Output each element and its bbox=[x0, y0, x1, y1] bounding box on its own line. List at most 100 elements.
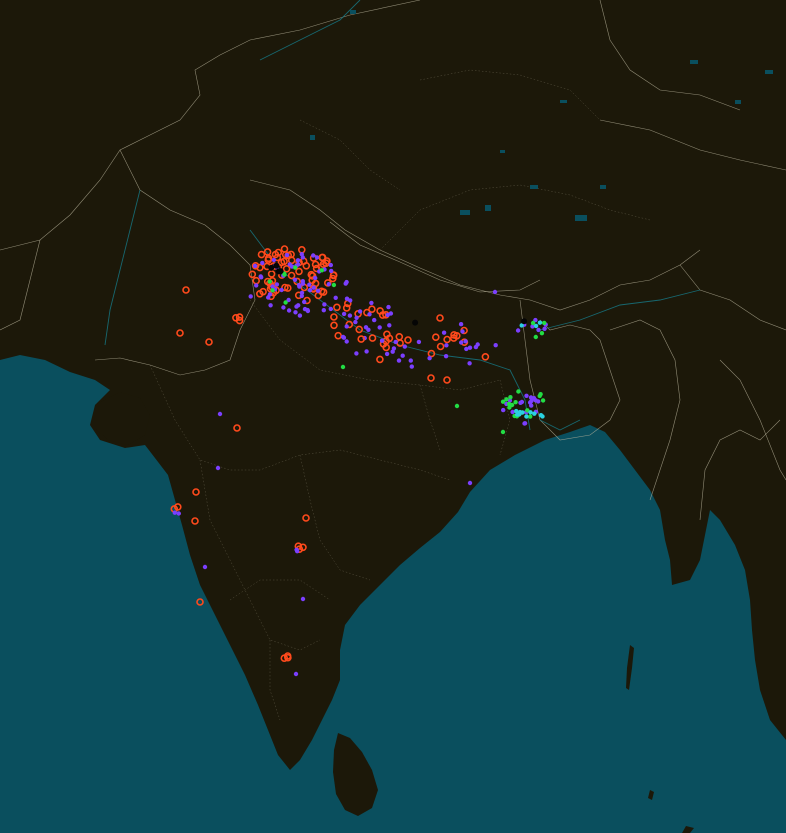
map-marker-red[interactable] bbox=[427, 374, 435, 382]
map-marker-red[interactable] bbox=[256, 263, 264, 272]
map-marker-red[interactable] bbox=[357, 335, 366, 343]
map-marker-purple[interactable] bbox=[217, 411, 223, 417]
map-marker-purple[interactable] bbox=[391, 346, 397, 351]
map-marker-purple[interactable] bbox=[519, 399, 525, 405]
map-marker-purple[interactable] bbox=[307, 287, 313, 293]
map-marker-cyan[interactable] bbox=[514, 408, 519, 414]
map-marker-purple[interactable] bbox=[372, 317, 377, 323]
map-marker-purple[interactable] bbox=[322, 302, 327, 307]
map-marker-purple[interactable] bbox=[281, 305, 286, 310]
map-marker-purple[interactable] bbox=[302, 306, 308, 312]
map-marker-purple[interactable] bbox=[387, 323, 392, 328]
map-marker-purple[interactable] bbox=[300, 281, 306, 286]
map-marker-green[interactable] bbox=[267, 279, 272, 284]
map-marker-purple[interactable] bbox=[279, 287, 284, 293]
map-marker-green[interactable] bbox=[509, 402, 515, 408]
map-marker-green[interactable] bbox=[500, 399, 506, 404]
map-marker-purple[interactable] bbox=[268, 303, 273, 308]
map-marker-purple[interactable] bbox=[348, 298, 353, 303]
map-marker-red[interactable] bbox=[368, 334, 377, 342]
map-marker-red[interactable] bbox=[235, 313, 244, 321]
map-marker-purple[interactable] bbox=[501, 407, 506, 413]
map-marker-purple[interactable] bbox=[266, 295, 271, 300]
map-marker-red[interactable] bbox=[176, 329, 184, 337]
map-marker-purple[interactable] bbox=[354, 315, 359, 320]
map-marker-green[interactable] bbox=[539, 331, 545, 336]
map-marker-green[interactable] bbox=[331, 282, 337, 288]
map-marker-purple[interactable] bbox=[467, 480, 473, 486]
map-marker-purple[interactable] bbox=[542, 326, 547, 331]
map-marker-purple[interactable] bbox=[528, 395, 534, 400]
map-marker-purple[interactable] bbox=[507, 398, 513, 403]
map-marker-purple[interactable] bbox=[533, 398, 538, 403]
map-marker-green[interactable] bbox=[319, 268, 324, 273]
map-marker-purple[interactable] bbox=[271, 257, 277, 263]
map-marker-purple[interactable] bbox=[464, 346, 469, 352]
map-marker-purple[interactable] bbox=[300, 596, 306, 602]
map-marker-red[interactable] bbox=[232, 313, 240, 322]
map-marker-cyan[interactable] bbox=[533, 323, 539, 329]
map-marker-purple[interactable] bbox=[172, 510, 177, 515]
map-marker-purple[interactable] bbox=[294, 547, 299, 552]
map-marker-purple[interactable] bbox=[467, 361, 472, 366]
map-marker-green[interactable] bbox=[542, 320, 547, 326]
map-marker-purple[interactable] bbox=[333, 295, 338, 300]
map-marker-red[interactable] bbox=[443, 376, 451, 384]
map-marker-purple[interactable] bbox=[252, 263, 258, 269]
map-marker-purple[interactable] bbox=[311, 253, 316, 258]
map-marker-purple[interactable] bbox=[441, 330, 447, 335]
map-marker-purple[interactable] bbox=[329, 268, 334, 274]
map-marker-red[interactable] bbox=[333, 303, 341, 312]
map-marker-purple[interactable] bbox=[307, 282, 312, 287]
map-marker-purple[interactable] bbox=[458, 322, 464, 327]
map-marker-red[interactable] bbox=[251, 261, 260, 270]
map-marker-black[interactable] bbox=[273, 262, 280, 269]
map-marker-green[interactable] bbox=[516, 389, 521, 394]
map-marker-green[interactable] bbox=[454, 403, 460, 409]
map-marker-purple[interactable] bbox=[444, 343, 449, 348]
map-marker-cyan[interactable] bbox=[540, 414, 545, 419]
map-marker-red[interactable] bbox=[319, 288, 328, 296]
map-marker-red[interactable] bbox=[283, 284, 292, 292]
map-marker-purple[interactable] bbox=[295, 258, 301, 263]
map-marker-purple[interactable] bbox=[364, 349, 369, 354]
map-marker-green[interactable] bbox=[513, 400, 518, 405]
map-marker-purple[interactable] bbox=[363, 325, 369, 330]
map-marker-purple[interactable] bbox=[286, 308, 292, 313]
map-marker-purple[interactable] bbox=[385, 312, 390, 318]
map-marker-cyan[interactable] bbox=[537, 320, 543, 325]
map-marker-cyan[interactable] bbox=[528, 410, 533, 415]
map-marker-purple[interactable] bbox=[384, 351, 390, 357]
map-marker-red[interactable] bbox=[376, 307, 384, 315]
map-marker-purple[interactable] bbox=[311, 285, 316, 290]
map-marker-red[interactable] bbox=[312, 264, 321, 273]
map-marker-purple[interactable] bbox=[369, 300, 374, 306]
map-marker-purple[interactable] bbox=[390, 349, 395, 354]
map-marker-purple[interactable] bbox=[344, 339, 349, 344]
map-marker-purple[interactable] bbox=[293, 671, 299, 677]
map-marker-red[interactable] bbox=[191, 517, 199, 525]
map-marker-purple[interactable] bbox=[522, 421, 527, 426]
map-marker-red[interactable] bbox=[280, 245, 289, 253]
map-marker-red[interactable] bbox=[376, 355, 384, 364]
map-marker-red[interactable] bbox=[307, 270, 316, 279]
map-marker-purple[interactable] bbox=[357, 309, 363, 314]
map-marker-purple[interactable] bbox=[402, 344, 407, 349]
map-marker-purple[interactable] bbox=[493, 343, 498, 348]
map-marker-green[interactable] bbox=[293, 265, 298, 270]
map-marker-purple[interactable] bbox=[267, 292, 273, 297]
map-marker-red[interactable] bbox=[323, 257, 331, 265]
map-marker-red[interactable] bbox=[330, 313, 338, 321]
map-marker-red[interactable] bbox=[273, 253, 282, 262]
map-marker-green[interactable] bbox=[540, 398, 546, 403]
map-marker-red[interactable] bbox=[334, 331, 343, 340]
map-marker-purple[interactable] bbox=[529, 403, 534, 408]
map-marker-red[interactable] bbox=[328, 274, 337, 283]
map-marker-black[interactable] bbox=[268, 264, 275, 271]
map-marker-red[interactable] bbox=[182, 286, 190, 294]
map-marker-black[interactable] bbox=[412, 319, 419, 326]
map-marker-purple[interactable] bbox=[344, 324, 349, 329]
map-marker-red[interactable] bbox=[404, 336, 412, 344]
map-marker-purple[interactable] bbox=[459, 340, 464, 345]
